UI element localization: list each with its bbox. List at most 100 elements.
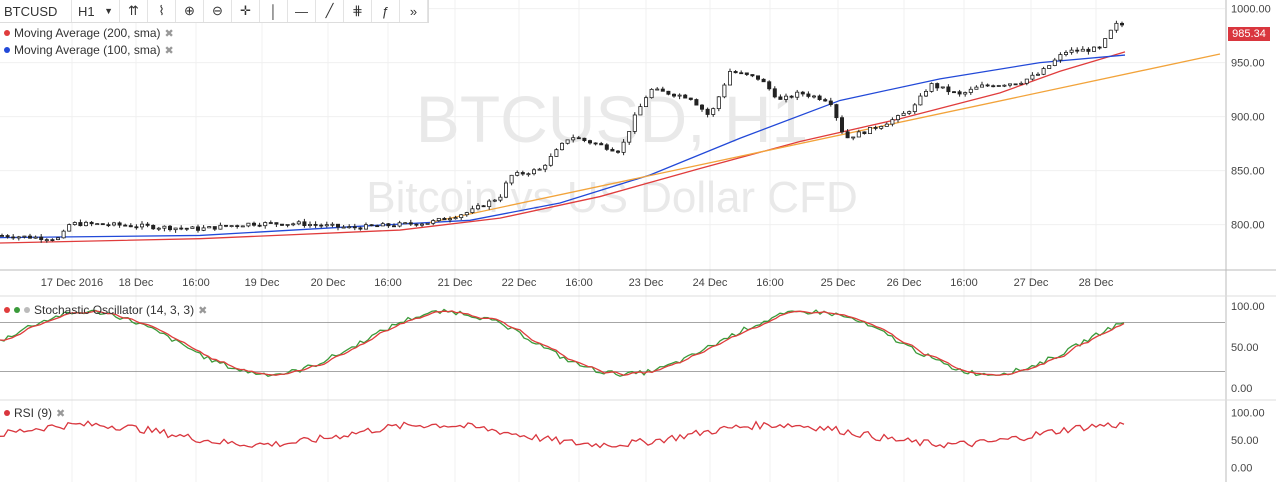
candle <box>1013 83 1018 86</box>
candle <box>1019 81 1024 86</box>
candle-body <box>599 143 604 146</box>
rsi-tick-label: 50.00 <box>1231 435 1259 447</box>
candle <box>487 199 492 210</box>
ma200-line <box>0 51 1126 244</box>
candle <box>307 221 312 228</box>
candle <box>968 86 973 95</box>
candle-body <box>778 96 783 100</box>
candle-body <box>1058 54 1063 61</box>
x-tick-label: 16:00 <box>182 277 210 289</box>
candle <box>907 110 912 115</box>
candle <box>772 86 777 99</box>
legend-ma200[interactable]: Moving Average (200, sma) ✖ <box>4 26 174 40</box>
candle-body <box>1013 83 1018 86</box>
candle <box>257 222 262 228</box>
candle-body <box>744 72 749 75</box>
more-icon[interactable]: » <box>400 0 428 22</box>
candle-body <box>946 86 951 93</box>
candle <box>414 223 419 227</box>
candle <box>996 84 1001 87</box>
candle-body <box>363 224 368 230</box>
compare-icon[interactable]: ⇈ <box>120 0 148 22</box>
rsi-line <box>0 420 1125 449</box>
candle <box>447 216 452 223</box>
candle <box>503 180 508 199</box>
close-icon[interactable]: ✖ <box>56 407 66 420</box>
zoom-out-icon[interactable]: ⊖ <box>204 0 232 22</box>
candle-body <box>515 172 520 176</box>
legend-ma200-label: Moving Average (200, sma) <box>14 26 161 40</box>
candle-body <box>952 91 957 94</box>
candle-body <box>537 168 542 171</box>
candle-body <box>453 217 458 220</box>
close-icon[interactable]: ✖ <box>164 27 174 40</box>
candle <box>375 224 380 228</box>
timeframe-selector[interactable]: H1 ▼ <box>72 0 120 22</box>
candle-body <box>789 95 794 98</box>
candle <box>229 225 234 228</box>
chart-toolbar: BTCUSD H1 ▼ ⇈ ⌇ ⊕ ⊖ ✛ │ — ╱ ⋕ ƒ » <box>0 0 429 23</box>
candle <box>223 224 228 228</box>
candle <box>884 122 889 127</box>
candle <box>1002 84 1007 88</box>
candle <box>520 170 525 176</box>
candle <box>963 91 968 97</box>
candle-body <box>756 75 761 80</box>
ma200-color-dot <box>4 30 10 36</box>
rsi-tick-label: 0.00 <box>1231 462 1252 474</box>
candle <box>84 220 89 227</box>
candle-body <box>739 72 744 75</box>
rsi-title: RSI (9) <box>14 406 53 420</box>
close-icon[interactable]: ✖ <box>164 44 174 57</box>
candle-body <box>985 84 990 87</box>
zoom-in-icon[interactable]: ⊕ <box>176 0 204 22</box>
candle-body <box>795 91 800 98</box>
candle-body <box>414 223 419 226</box>
candle <box>890 117 895 127</box>
crosshair-icon[interactable]: ✛ <box>232 0 260 22</box>
horizontal-line-icon[interactable]: — <box>288 0 316 22</box>
symbol-selector[interactable]: BTCUSD <box>0 0 72 22</box>
stoch-legend[interactable]: Stochastic Oscillator (14, 3, 3) ✖ <box>4 303 207 317</box>
candle-body <box>296 221 301 225</box>
candle <box>235 224 240 229</box>
candle <box>515 170 520 177</box>
candle-body <box>621 141 626 153</box>
candle-body <box>554 149 559 157</box>
close-icon[interactable]: ✖ <box>198 304 208 317</box>
candle-body <box>1092 46 1097 52</box>
candle <box>397 220 402 228</box>
legend-ma100[interactable]: Moving Average (100, sma) ✖ <box>4 43 174 57</box>
text-icon[interactable]: ƒ <box>372 0 400 22</box>
candle <box>588 139 593 145</box>
candle <box>179 225 184 231</box>
candle <box>862 131 867 135</box>
candle-body <box>263 222 268 227</box>
candle-body <box>666 90 671 95</box>
fib-icon[interactable]: ⋕ <box>344 0 372 22</box>
indicators-icon[interactable]: ⌇ <box>148 0 176 22</box>
candle <box>593 142 598 146</box>
watermark-subtitle: Bitcoin vs US Dollar CFD <box>366 173 857 222</box>
candle <box>750 74 755 78</box>
candle <box>470 205 475 214</box>
candle-body <box>520 172 525 175</box>
candle-body <box>375 225 380 228</box>
vertical-line-icon[interactable]: │ <box>260 0 288 22</box>
candle <box>358 226 363 231</box>
candle <box>1069 47 1074 55</box>
trend-line-icon[interactable]: ╱ <box>316 0 344 22</box>
candle <box>330 222 335 228</box>
candle-body <box>1103 38 1108 48</box>
candle <box>784 93 789 103</box>
candle-body <box>291 223 296 226</box>
rsi-legend[interactable]: RSI (9) ✖ <box>4 406 65 420</box>
candle <box>100 223 105 226</box>
candle <box>184 227 189 232</box>
candle-body <box>475 205 480 210</box>
candle-body <box>302 221 307 226</box>
candle-body <box>582 137 587 141</box>
candle <box>279 223 284 226</box>
candle <box>268 220 273 224</box>
